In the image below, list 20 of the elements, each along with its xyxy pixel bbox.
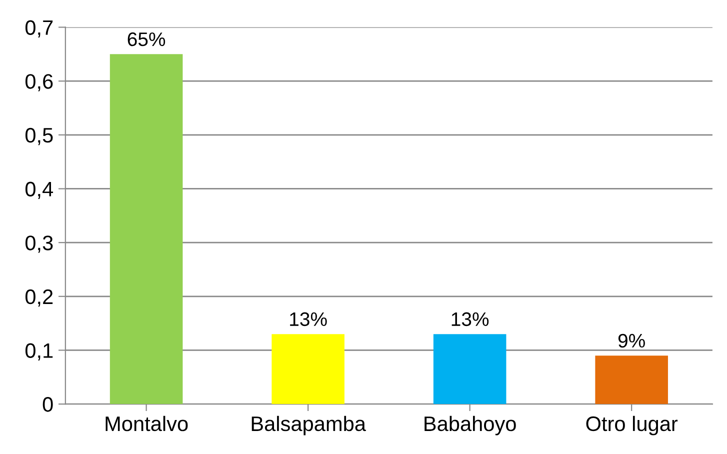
y-tick-label: 0 — [42, 397, 53, 412]
x-tick-label: Montalvo — [106, 416, 188, 432]
bar — [110, 54, 183, 404]
x-tick-label: Babahoyo — [424, 416, 516, 436]
x-tick-label: Otro lugar — [586, 416, 678, 436]
y-tick-label: 0,3 — [25, 236, 53, 253]
bar — [433, 334, 506, 404]
data-label: 13% — [290, 312, 327, 326]
y-tick-label: 0,2 — [25, 289, 53, 307]
y-tick-label: 0,5 — [25, 128, 53, 146]
data-label: 9% — [618, 334, 645, 348]
data-label: 13% — [452, 312, 489, 326]
y-tick-label: 0,6 — [25, 74, 53, 92]
data-label: 65% — [128, 32, 166, 46]
bar — [272, 334, 344, 404]
x-tick-label: Balsapamba — [252, 416, 366, 436]
y-tick-label: 0,7 — [25, 20, 53, 38]
y-tick-label: 0,4 — [25, 182, 54, 199]
bar — [595, 356, 668, 404]
y-tick-label: 0,1 — [25, 343, 53, 360]
